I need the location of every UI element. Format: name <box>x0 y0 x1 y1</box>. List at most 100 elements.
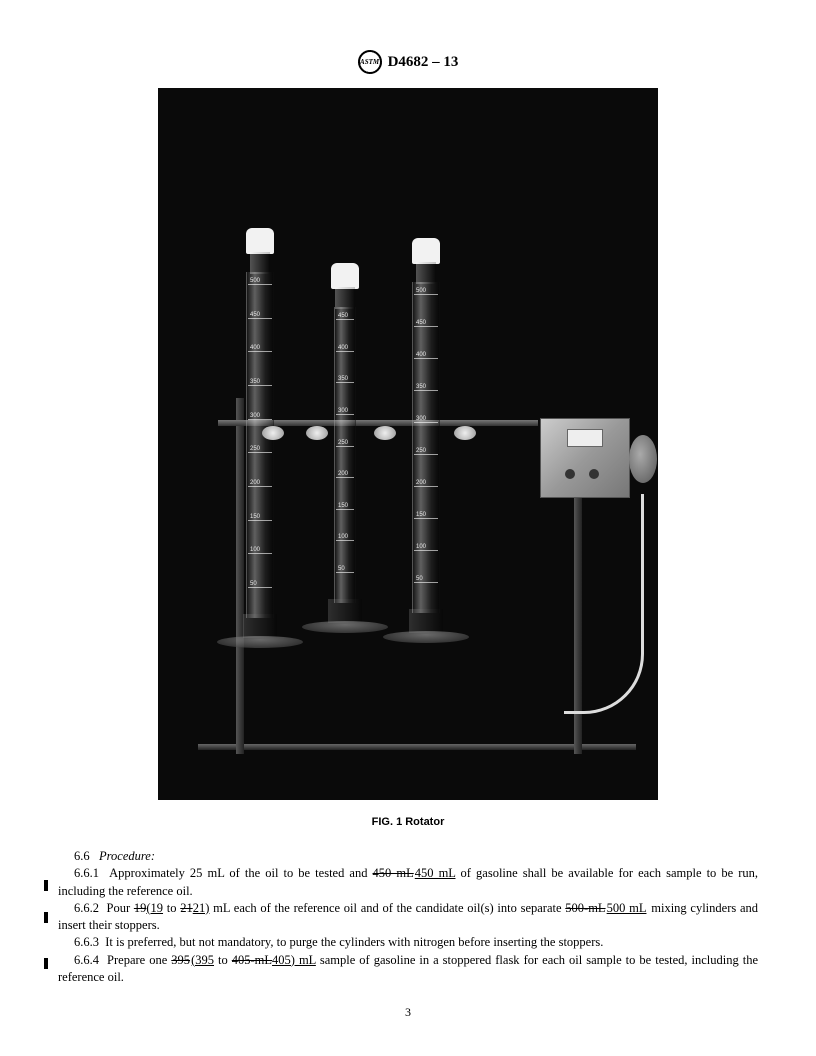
cylinder-base <box>383 631 469 643</box>
strike-text: 21 <box>180 901 193 915</box>
clause-number: 6.6.1 <box>74 866 99 880</box>
strike-text: 500-mL <box>565 901 605 915</box>
strike-text: 19 <box>134 901 147 915</box>
graduation-label: 50 <box>416 576 423 582</box>
text: It is preferred, but not mandatory, to p… <box>105 935 603 949</box>
graduation-label: 150 <box>338 503 348 509</box>
motor-dial <box>567 429 603 447</box>
graduation-mark: 400 <box>248 351 272 352</box>
cylinder-foot <box>328 599 362 623</box>
graduation-mark: 400 <box>336 351 354 352</box>
graduation-mark: 50 <box>414 582 438 583</box>
underline-text: 405) mL <box>272 953 316 967</box>
graduation-label: 250 <box>250 446 260 452</box>
clamp <box>454 426 476 440</box>
graduation-mark: 300 <box>336 414 354 415</box>
graduation-label: 450 <box>250 312 260 318</box>
graduation-label: 350 <box>338 376 348 382</box>
graduations: 45040035030025020015010050 <box>336 319 354 573</box>
graduation-mark: 500 <box>248 284 272 285</box>
text: mL each of the reference oil and of the … <box>209 901 565 915</box>
strike-text: 405-mL <box>232 953 272 967</box>
page-header: ASTM D4682 – 13 <box>0 50 816 74</box>
cylinder-base <box>302 621 388 633</box>
graduation-mark: 300 <box>248 419 272 420</box>
graduation-label: 350 <box>416 384 426 390</box>
strike-text: 395 <box>171 953 190 967</box>
graduation-label: 300 <box>250 413 260 419</box>
underline-text: (19 <box>146 901 163 915</box>
graduation-label: 500 <box>416 288 426 294</box>
graduation-mark: 150 <box>336 509 354 510</box>
graduation-mark: 350 <box>336 382 354 383</box>
text: to <box>163 901 180 915</box>
graduation-mark: 450 <box>414 326 438 327</box>
graduation-label: 150 <box>250 514 260 520</box>
graduation-mark: 350 <box>414 390 438 391</box>
graduation-mark: 350 <box>248 385 272 386</box>
graduation-mark: 50 <box>336 572 354 573</box>
figure-1: 50045040035030025020015010050 4504003503… <box>158 88 658 828</box>
graduation-label: 400 <box>416 352 426 358</box>
graduation-label: 500 <box>250 278 260 284</box>
graduation-label: 150 <box>416 512 426 518</box>
clamp <box>262 426 284 440</box>
graduation-mark: 150 <box>414 518 438 519</box>
graduation-mark: 250 <box>336 446 354 447</box>
stopper <box>412 238 440 264</box>
graduation-label: 450 <box>416 320 426 326</box>
graduation-label: 200 <box>250 480 260 486</box>
designation: D4682 – 13 <box>388 54 459 71</box>
clause-title: Procedure: <box>99 849 155 863</box>
rotator-photo: 50045040035030025020015010050 4504003503… <box>158 88 658 800</box>
cylinder-foot <box>409 609 443 633</box>
para-6-6-3: 6.6.3 It is preferred, but not mandatory… <box>58 934 758 951</box>
clause-number: 6.6.2 <box>74 901 99 915</box>
graduation-label: 300 <box>338 408 348 414</box>
graduations: 500 450 400 350 300 250 200 150 100 50 <box>414 294 438 583</box>
graduation-mark: 300 <box>414 422 438 423</box>
underline-text: 21) <box>193 901 210 915</box>
para-6-6: 6.6 Procedure: <box>58 848 758 865</box>
cylinder-base <box>217 636 303 648</box>
text: Pour <box>107 901 134 915</box>
stopper <box>331 263 359 289</box>
underline-text: 500 mL <box>607 901 647 915</box>
graduation-label: 250 <box>416 448 426 454</box>
graduation-label: 200 <box>416 480 426 486</box>
cylinder-neck <box>250 252 270 274</box>
power-cable <box>564 494 644 714</box>
cylinder-neck <box>335 287 355 309</box>
astm-logo-text: ASTM <box>361 53 379 71</box>
graduation-mark: 100 <box>336 540 354 541</box>
graduation-label: 50 <box>338 566 345 572</box>
graduation-mark: 50 <box>248 587 272 588</box>
para-6-6-1: 6.6.1 Approximately 25 mL of the oil to … <box>58 865 758 900</box>
graduation-mark: 250 <box>414 454 438 455</box>
graduation-mark: 450 <box>336 319 354 320</box>
figure-caption: FIG. 1 Rotator <box>158 816 658 828</box>
graduation-label: 450 <box>338 313 348 319</box>
motor-knob <box>565 469 575 479</box>
change-bar <box>44 958 48 969</box>
graduation-label: 100 <box>338 534 348 540</box>
body-text: 6.6 Procedure: 6.6.1 Approximately 25 mL… <box>58 848 758 986</box>
stopper <box>246 228 274 254</box>
mixing-cylinder: 500 450 400 350 300 250 200 150 100 50 <box>398 238 454 643</box>
graduation-mark: 200 <box>414 486 438 487</box>
graduation-label: 100 <box>250 547 260 553</box>
graduation-label: 350 <box>250 379 260 385</box>
astm-logo-icon: ASTM <box>358 50 382 74</box>
page-number: 3 <box>0 1005 816 1020</box>
graduation-mark: 400 <box>414 358 438 359</box>
clause-number: 6.6.3 <box>74 935 99 949</box>
para-6-6-4: 6.6.4 Prepare one 395 (395 to 405-mL405)… <box>58 952 758 987</box>
graduation-mark: 500 <box>414 294 438 295</box>
underline-text: (395 <box>191 953 214 967</box>
graduation-label: 50 <box>250 581 257 587</box>
mixing-cylinder: 45040035030025020015010050 <box>320 263 370 633</box>
graduation-mark: 250 <box>248 452 272 453</box>
graduation-label: 100 <box>416 544 426 550</box>
motor-knob <box>589 469 599 479</box>
graduation-mark: 150 <box>248 520 272 521</box>
